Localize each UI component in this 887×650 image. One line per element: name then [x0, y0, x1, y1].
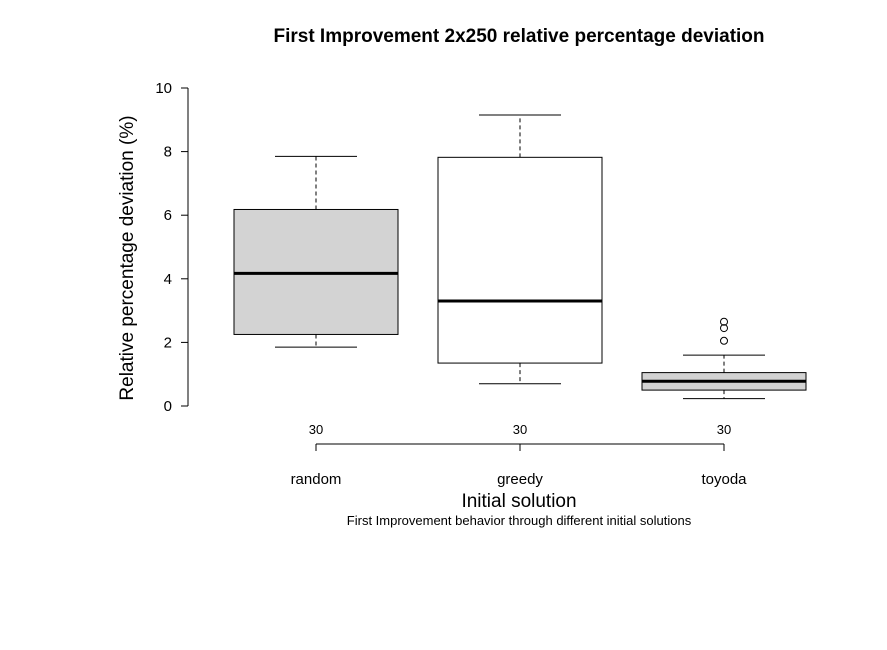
count-label: 30 — [513, 422, 527, 437]
box-random — [233, 155, 399, 348]
box-iqr — [437, 156, 603, 364]
x-axis: 30 random 30 greedy 30 toyoda — [291, 422, 748, 488]
x-tick-label: toyoda — [701, 471, 747, 488]
boxes-group — [233, 114, 807, 400]
y-tick-label: 8 — [164, 144, 172, 161]
y-tick-label: 4 — [164, 271, 172, 288]
outlier-point — [720, 317, 728, 326]
chart-subtitle: First Improvement behavior through diffe… — [347, 513, 692, 528]
x-axis-label: Initial solution — [461, 491, 576, 512]
outlier-point — [720, 336, 728, 345]
box-greedy — [437, 114, 603, 385]
box-toyoda — [641, 317, 807, 400]
y-tick-label: 0 — [164, 398, 172, 415]
count-label: 30 — [309, 422, 323, 437]
chart-title: First Improvement 2x250 relative percent… — [273, 26, 764, 47]
y-tick-label: 6 — [164, 207, 172, 224]
y-tick-label: 2 — [164, 334, 172, 351]
y-tick-label: 10 — [155, 80, 172, 97]
y-axis-label: Relative percentage deviation (%) — [117, 115, 138, 400]
outlier-point — [720, 324, 728, 333]
y-axis: 0 2 4 6 8 10 — [155, 80, 189, 415]
x-tick-label: greedy — [497, 471, 543, 488]
count-label: 30 — [717, 422, 731, 437]
x-tick-label: random — [291, 471, 342, 488]
